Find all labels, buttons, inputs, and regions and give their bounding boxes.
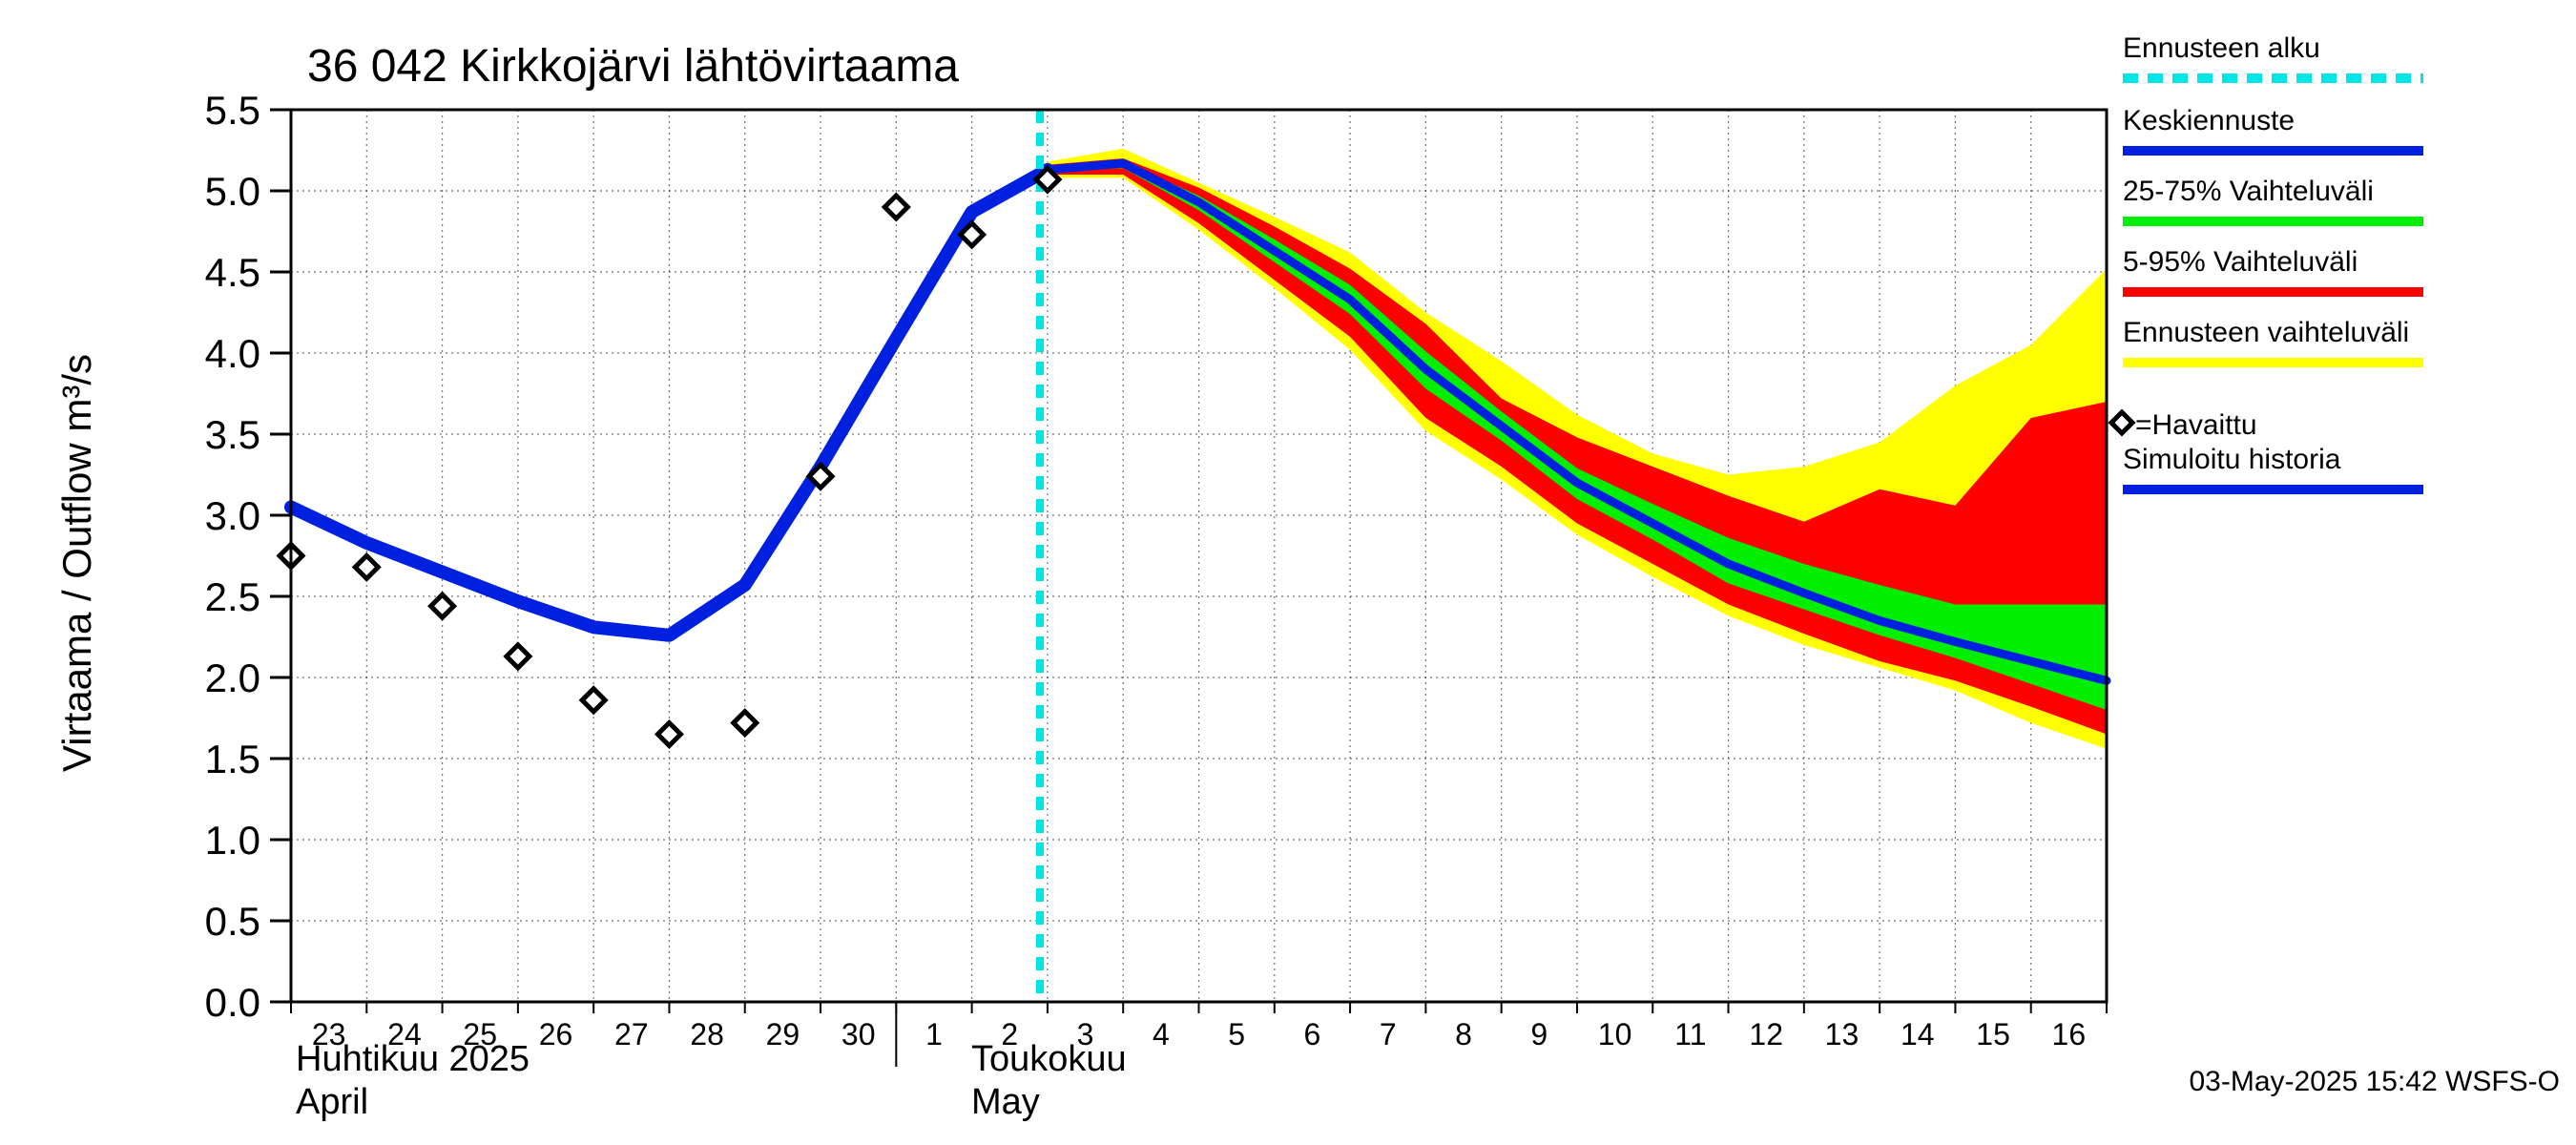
y-axis-label: Virtaama / Outflow m³/s [54, 354, 99, 772]
observed-point [957, 219, 987, 250]
y-tick-label: 4.5 [205, 250, 260, 295]
legend-marker-observed [2108, 408, 2136, 437]
x-tick-label: 1 [925, 1017, 943, 1051]
y-tick-label: 5.0 [205, 169, 260, 214]
x-tick-label: 7 [1380, 1017, 1397, 1051]
x-tick-label: 5 [1228, 1017, 1245, 1051]
series-simulated-history [284, 162, 1054, 642]
observed-point [503, 641, 533, 672]
x-tick-label: 6 [1304, 1017, 1321, 1051]
month-may-fi: Toukokuu [971, 1039, 1127, 1079]
observed-point [1032, 164, 1063, 195]
legend-label: 5-95% Vaihteluväli [2123, 246, 2358, 278]
x-tick-label: 25 [463, 1017, 497, 1051]
y-tick-label: 4.0 [205, 331, 260, 376]
legend-label: 25-75% Vaihteluväli [2123, 176, 2374, 207]
x-axis: 23 24 25 26 27 28 29 30 1 2 3 4 5 6 7 8 9 10 11 12 13 14 15 16 [290, 1002, 2108, 1067]
legend-label: =Havaittu [2135, 409, 2257, 441]
series-mean-forecast [1043, 158, 2111, 685]
y-tick-label: 3.5 [205, 412, 260, 457]
observed-point [351, 552, 382, 582]
footer-timestamp: 03-May-2025 15:42 WSFS-O [2190, 1066, 2561, 1097]
month-may-en: May [971, 1082, 1040, 1122]
observed-markers [276, 164, 1063, 750]
x-tick-label: 16 [2052, 1017, 2087, 1051]
x-tick-label: 12 [1749, 1017, 1783, 1051]
y-tick-label: 2.0 [205, 656, 260, 700]
observed-point [881, 192, 911, 222]
legend-label: Ennusteen vaihteluväli [2123, 317, 2409, 348]
x-tick-label: 28 [690, 1017, 724, 1051]
x-tick-label: 11 [1674, 1017, 1706, 1051]
x-tick-label: 24 [387, 1017, 422, 1051]
month-april-en: April [296, 1082, 368, 1122]
x-tick-label: 8 [1455, 1017, 1472, 1051]
x-tick-label: 29 [766, 1017, 800, 1051]
observed-point [730, 708, 760, 739]
x-tick-label: 23 [312, 1017, 346, 1051]
x-tick-label: 30 [841, 1017, 876, 1051]
legend-label: Keskiennuste [2123, 105, 2295, 136]
y-axis: 0.0 0.5 1.0 1.5 2.0 2.5 3.0 3.5 4.0 4.5 5.0 5.5 [205, 88, 291, 1025]
x-tick-label: 13 [1825, 1017, 1859, 1051]
observed-point [427, 591, 458, 621]
x-tick-label: 27 [614, 1017, 649, 1051]
y-tick-label: 2.5 [205, 574, 260, 619]
x-tick-label: 9 [1530, 1017, 1548, 1051]
x-tick-label: 10 [1598, 1017, 1632, 1051]
series-lines [284, 110, 2111, 1002]
y-tick-label: 1.5 [205, 737, 260, 781]
legend-label: Ennusteen alku [2123, 32, 2320, 64]
x-tick-label: 4 [1153, 1017, 1170, 1051]
month-april-fi: Huhtikuu 2025 [296, 1039, 530, 1079]
y-tick-label: 0.5 [205, 899, 260, 944]
x-tick-label: 14 [1901, 1017, 1935, 1051]
forecast-bands [1047, 148, 2107, 749]
observed-point [578, 685, 609, 716]
legend: Ennusteen alku Keskiennuste 25-75% Vaihtel… [2108, 32, 2423, 494]
y-tick-label: 3.0 [205, 493, 260, 538]
x-tick-label: 15 [1976, 1017, 2010, 1051]
y-tick-label: 0.0 [205, 980, 260, 1025]
chart-title: 36 042 Kirkkojärvi lähtövirtaama [307, 41, 959, 92]
x-tick-label: 26 [539, 1017, 573, 1051]
x-tick-label: 3 [1077, 1017, 1094, 1051]
x-tick-label: 2 [1001, 1017, 1018, 1051]
observed-point [805, 461, 836, 491]
observed-point [654, 718, 684, 750]
legend-label: Simuloitu historia [2123, 444, 2341, 475]
y-tick-label: 1.0 [205, 818, 260, 863]
y-tick-label: 5.5 [205, 88, 260, 133]
